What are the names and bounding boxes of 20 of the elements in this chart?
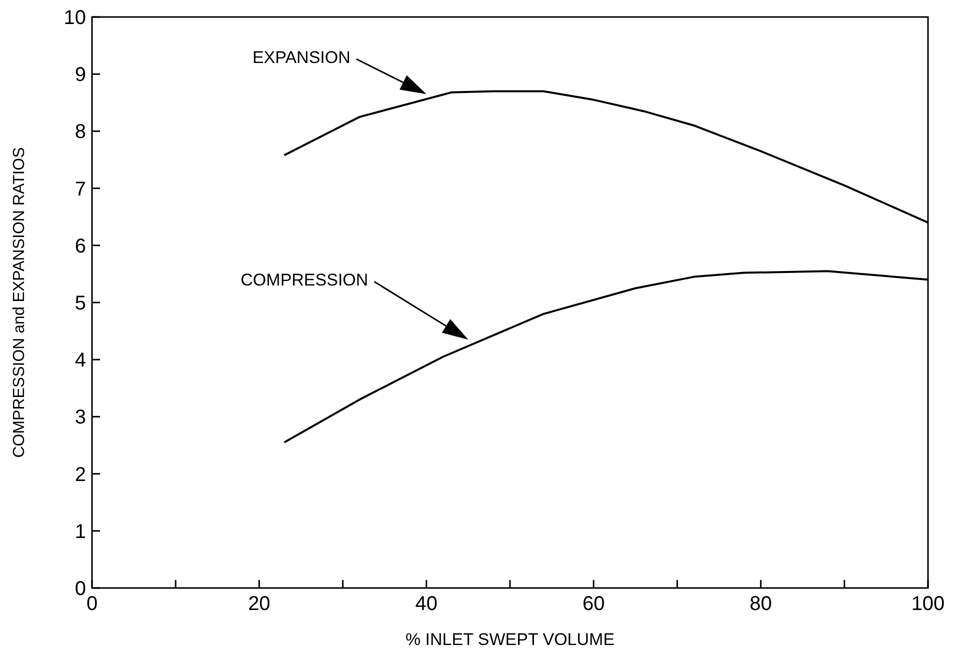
annotation: EXPANSION: [252, 48, 350, 68]
y-tick-label: 1: [74, 520, 86, 543]
y-tick-label: 8: [74, 121, 86, 144]
x-tick-label: 40: [415, 593, 438, 615]
y-tick-label: 7: [74, 178, 86, 200]
y-tick-label: 3: [74, 406, 86, 429]
x-axis-title: % INLET SWEPT VOLUME: [405, 630, 615, 649]
x-tick-label: 20: [248, 593, 270, 615]
y-tick-label: 4: [74, 350, 86, 372]
y-tick-label: 6: [74, 235, 86, 258]
y-tick-label: 10: [64, 7, 86, 29]
y-axis-title: COMPRESSION and EXPANSION RATIOS: [11, 147, 28, 458]
y-tick-label: 9: [74, 64, 86, 86]
y-tick-label: 5: [74, 292, 86, 314]
annotation: COMPRESSION: [240, 270, 368, 290]
x-tick-label: 60: [582, 593, 605, 615]
y-tick-label: 0: [74, 578, 86, 600]
y-tick-label: 2: [74, 464, 86, 486]
x-tick-label: 100: [911, 593, 945, 615]
x-tick-label: 80: [750, 593, 772, 615]
